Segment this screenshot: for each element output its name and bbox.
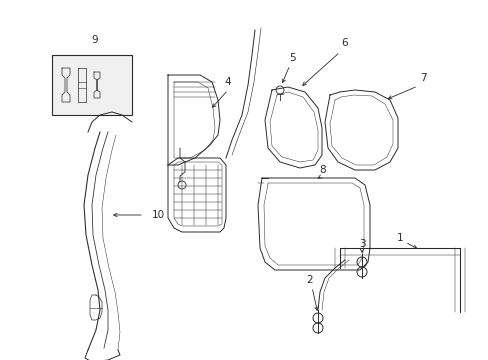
Text: 7: 7 bbox=[419, 73, 426, 83]
Text: 3: 3 bbox=[358, 239, 365, 249]
Text: 9: 9 bbox=[92, 35, 98, 45]
Bar bbox=[52, 55, 132, 115]
Text: 8: 8 bbox=[319, 165, 325, 175]
Text: 1: 1 bbox=[396, 233, 403, 243]
Text: 4: 4 bbox=[224, 77, 231, 87]
Text: 6: 6 bbox=[341, 38, 347, 48]
Text: 10: 10 bbox=[151, 210, 164, 220]
Text: 5: 5 bbox=[289, 53, 296, 63]
Text: 2: 2 bbox=[306, 275, 313, 285]
